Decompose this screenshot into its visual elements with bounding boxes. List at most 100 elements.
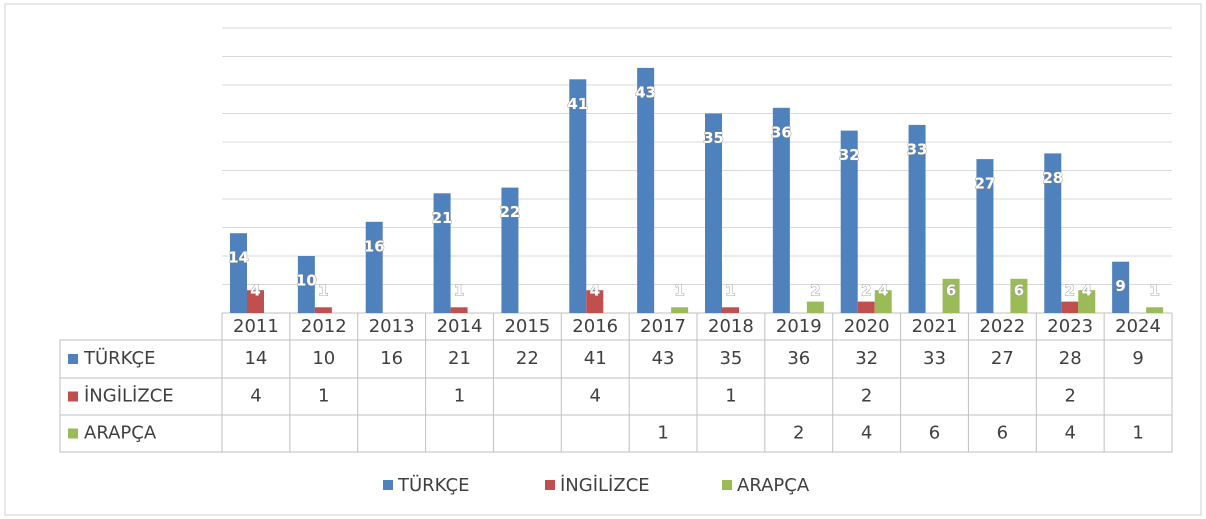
table-row-label: İNGİLİZCE — [84, 386, 174, 407]
bar — [1061, 301, 1079, 313]
table-row-label: ARAPÇA — [84, 423, 157, 444]
bar — [772, 107, 790, 313]
data-label: 1 — [454, 282, 464, 300]
data-label: 14 — [228, 249, 249, 267]
table-cell: 1 — [1132, 423, 1143, 444]
bar — [1010, 278, 1028, 313]
legend-key — [545, 480, 555, 490]
x-tick-label: 2014 — [437, 316, 483, 337]
table-cell: 36 — [787, 348, 810, 369]
x-tick-label: 2020 — [844, 316, 890, 337]
bar — [722, 307, 739, 313]
table-cell: 4 — [250, 386, 261, 407]
data-label: 1 — [318, 282, 328, 300]
data-label: 6 — [1014, 282, 1024, 300]
table-cell: 1 — [454, 386, 465, 407]
data-label: 27 — [974, 175, 995, 193]
table-cell: 9 — [1132, 348, 1143, 369]
legend-label: TÜRKÇE — [397, 474, 469, 496]
table-cell: 21 — [448, 348, 471, 369]
data-label: 33 — [907, 140, 928, 158]
bar — [637, 67, 655, 314]
data-label: 2 — [1065, 282, 1075, 300]
x-tick-label: 2013 — [369, 316, 415, 337]
data-label: 1 — [674, 282, 684, 300]
table-cell: 4 — [861, 423, 872, 444]
bar — [874, 290, 892, 313]
table-cell: 41 — [584, 348, 607, 369]
bar — [230, 233, 247, 313]
data-label: 2 — [861, 282, 871, 300]
data-label: 35 — [703, 129, 724, 147]
table-cell: 22 — [516, 348, 539, 369]
legend-label: İNGİLİZCE — [560, 475, 650, 496]
x-tick-label: 2017 — [640, 316, 686, 337]
data-label: 6 — [946, 282, 956, 300]
table-cell: 32 — [855, 348, 878, 369]
x-tick-label: 2018 — [708, 316, 754, 337]
data-label: 4 — [590, 282, 600, 300]
table-cell: 35 — [719, 348, 742, 369]
bar — [1044, 153, 1062, 313]
bar — [314, 307, 332, 313]
bar — [501, 187, 519, 313]
bar — [908, 124, 926, 314]
data-label: 32 — [839, 146, 860, 164]
table-cell: 2 — [1064, 386, 1075, 407]
data-label: 41 — [567, 95, 588, 113]
data-label: 1 — [1149, 282, 1159, 300]
bar — [569, 79, 587, 313]
data-label: 4 — [878, 282, 888, 300]
bar — [450, 307, 468, 313]
legend-label: ARAPÇA — [737, 475, 810, 496]
table-cell: 16 — [380, 348, 403, 369]
bar — [1112, 261, 1130, 313]
data-label: 4 — [1082, 282, 1092, 300]
bar — [806, 301, 824, 313]
x-tick-label: 2023 — [1047, 316, 1093, 337]
data-label: 4 — [250, 282, 260, 300]
table-cell: 43 — [652, 348, 675, 369]
x-tick-label: 2015 — [504, 316, 550, 337]
data-label: 43 — [635, 83, 656, 101]
table-cell: 6 — [997, 423, 1008, 444]
table-cell: 28 — [1059, 348, 1082, 369]
bar — [976, 159, 994, 313]
table-cell: 27 — [991, 348, 1014, 369]
data-label: 2 — [810, 282, 820, 300]
x-tick-label: 2012 — [301, 316, 347, 337]
data-label: 28 — [1042, 169, 1063, 187]
table-cell: 6 — [929, 423, 940, 444]
table-cell: 2 — [861, 386, 872, 407]
bar — [705, 113, 722, 313]
bar — [671, 307, 689, 313]
table-cell: 1 — [725, 386, 736, 407]
data-label: 9 — [1115, 277, 1125, 295]
table-cell: 1 — [657, 423, 668, 444]
bar — [365, 221, 383, 313]
table-legend-key — [68, 391, 78, 402]
table-cell: 2 — [793, 423, 804, 444]
bar — [942, 278, 960, 313]
table-cell: 4 — [1064, 423, 1075, 444]
x-tick-label: 2024 — [1115, 316, 1161, 337]
table-cell: 33 — [923, 348, 946, 369]
x-tick-label: 2011 — [233, 316, 279, 337]
legend-key — [722, 480, 732, 490]
bar — [857, 301, 875, 313]
table-cell: 14 — [244, 348, 267, 369]
bar — [586, 290, 604, 313]
chart-frame — [4, 3, 1202, 516]
table-legend-key — [68, 354, 78, 364]
data-label: 10 — [296, 272, 317, 290]
table-row-label: TÜRKÇE — [83, 347, 155, 369]
x-tick-label: 2021 — [912, 316, 958, 337]
table-legend-key — [68, 428, 78, 439]
data-label: 1 — [725, 282, 735, 300]
x-tick-label: 2022 — [979, 316, 1025, 337]
table-cell: 1 — [318, 386, 329, 407]
x-tick-label: 2019 — [776, 316, 822, 337]
bar — [1146, 307, 1164, 313]
bar — [247, 290, 264, 313]
